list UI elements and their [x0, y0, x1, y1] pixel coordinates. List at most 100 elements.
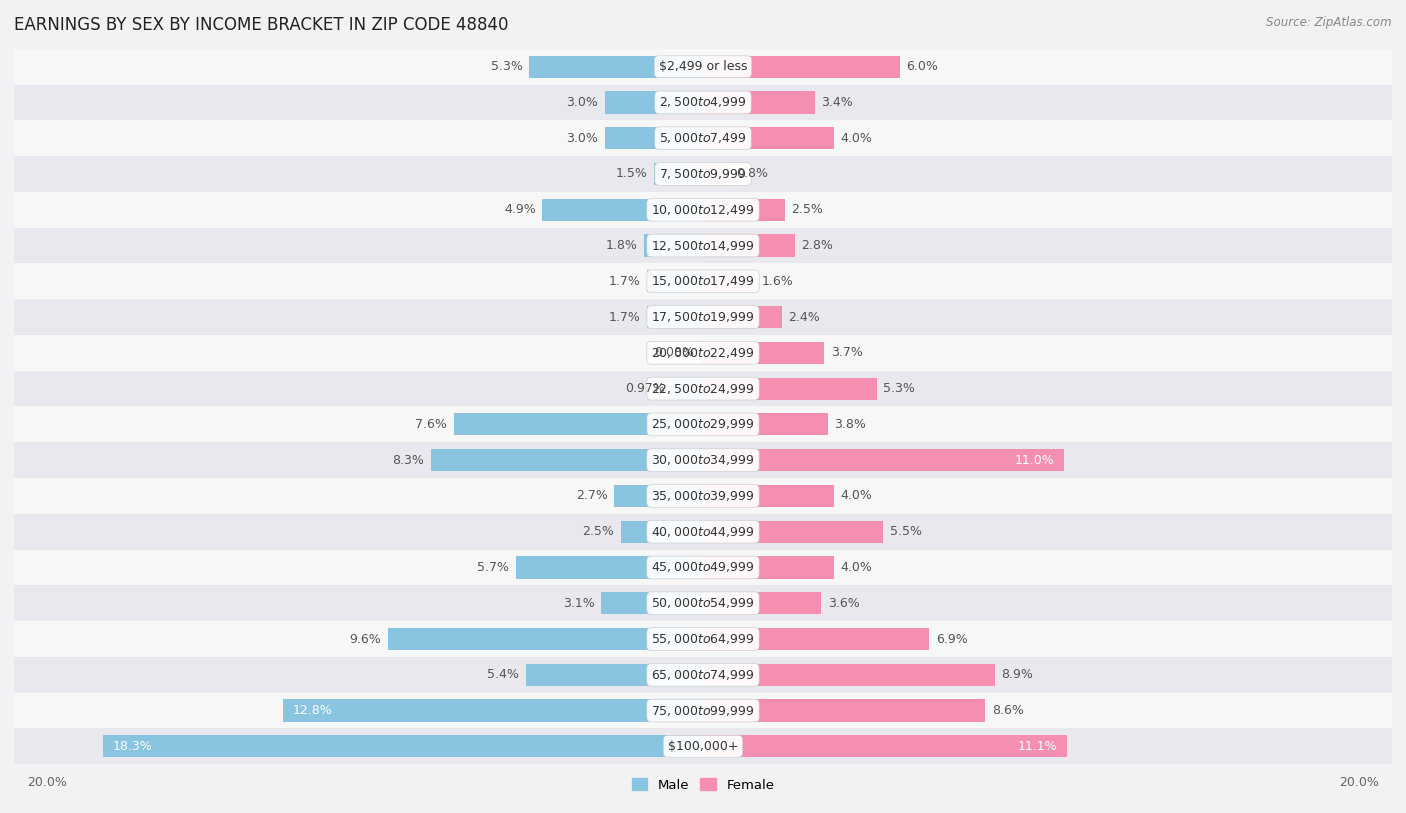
Text: 1.8%: 1.8%: [606, 239, 637, 252]
Text: $25,000 to $29,999: $25,000 to $29,999: [651, 417, 755, 432]
Bar: [703, 127, 834, 150]
Bar: [703, 91, 814, 114]
Text: 8.9%: 8.9%: [1001, 668, 1033, 681]
Text: 1.7%: 1.7%: [609, 275, 641, 288]
Text: 5.3%: 5.3%: [883, 382, 915, 395]
Text: $65,000 to $74,999: $65,000 to $74,999: [651, 667, 755, 682]
Bar: [526, 663, 703, 686]
Text: 3.0%: 3.0%: [567, 132, 598, 145]
Bar: [529, 55, 703, 78]
Bar: [0, 156, 1406, 192]
Bar: [644, 234, 703, 257]
Bar: [0, 514, 1406, 550]
Text: $50,000 to $54,999: $50,000 to $54,999: [651, 596, 755, 611]
Text: EARNINGS BY SEX BY INCOME BRACKET IN ZIP CODE 48840: EARNINGS BY SEX BY INCOME BRACKET IN ZIP…: [14, 16, 509, 34]
Bar: [0, 585, 1406, 621]
Bar: [0, 263, 1406, 299]
Bar: [0, 85, 1406, 120]
Text: 8.6%: 8.6%: [991, 704, 1024, 717]
Bar: [602, 592, 703, 615]
Text: 4.0%: 4.0%: [841, 132, 873, 145]
Bar: [703, 198, 785, 221]
Bar: [430, 449, 703, 472]
Bar: [654, 163, 703, 185]
Text: 7.6%: 7.6%: [415, 418, 447, 431]
Bar: [703, 377, 877, 400]
Text: $12,500 to $14,999: $12,500 to $14,999: [651, 238, 755, 253]
Bar: [543, 198, 703, 221]
Bar: [703, 55, 900, 78]
Bar: [0, 478, 1406, 514]
Bar: [614, 485, 703, 507]
Text: $17,500 to $19,999: $17,500 to $19,999: [651, 310, 755, 324]
Text: 3.4%: 3.4%: [821, 96, 853, 109]
Text: 1.7%: 1.7%: [609, 311, 641, 324]
Text: 3.7%: 3.7%: [831, 346, 863, 359]
Text: 1.6%: 1.6%: [762, 275, 794, 288]
Bar: [0, 371, 1406, 406]
Bar: [0, 406, 1406, 442]
Bar: [703, 699, 986, 722]
Text: 8.3%: 8.3%: [392, 454, 425, 467]
Text: 5.7%: 5.7%: [478, 561, 509, 574]
Text: $55,000 to $64,999: $55,000 to $64,999: [651, 632, 755, 646]
Bar: [454, 413, 703, 436]
Text: 4.9%: 4.9%: [503, 203, 536, 216]
Bar: [621, 520, 703, 543]
Bar: [0, 621, 1406, 657]
Text: 3.1%: 3.1%: [562, 597, 595, 610]
Text: 2.7%: 2.7%: [576, 489, 607, 502]
Text: 3.6%: 3.6%: [828, 597, 859, 610]
Bar: [671, 377, 703, 400]
Text: $5,000 to $7,499: $5,000 to $7,499: [659, 131, 747, 146]
Text: $35,000 to $39,999: $35,000 to $39,999: [651, 489, 755, 503]
Bar: [283, 699, 703, 722]
Text: $2,500 to $4,999: $2,500 to $4,999: [659, 95, 747, 110]
Bar: [605, 127, 703, 150]
Bar: [0, 335, 1406, 371]
Bar: [703, 663, 995, 686]
Text: $10,000 to $12,499: $10,000 to $12,499: [651, 202, 755, 217]
Bar: [703, 556, 834, 579]
Bar: [0, 228, 1406, 263]
Text: 18.3%: 18.3%: [112, 740, 152, 753]
Text: 1.5%: 1.5%: [616, 167, 647, 180]
Bar: [703, 449, 1064, 472]
Bar: [703, 592, 821, 615]
Text: 2.4%: 2.4%: [789, 311, 820, 324]
Bar: [703, 270, 755, 293]
Text: 3.0%: 3.0%: [567, 96, 598, 109]
Text: $2,499 or less: $2,499 or less: [659, 60, 747, 73]
Text: $75,000 to $99,999: $75,000 to $99,999: [651, 703, 755, 718]
Bar: [516, 556, 703, 579]
Text: 2.5%: 2.5%: [582, 525, 614, 538]
Bar: [0, 442, 1406, 478]
Bar: [703, 341, 824, 364]
Text: $7,500 to $9,999: $7,500 to $9,999: [659, 167, 747, 181]
Bar: [605, 91, 703, 114]
Bar: [0, 192, 1406, 228]
Text: 5.5%: 5.5%: [890, 525, 922, 538]
Bar: [0, 299, 1406, 335]
Bar: [0, 728, 1406, 764]
Text: 5.3%: 5.3%: [491, 60, 523, 73]
Text: $20,000 to $22,499: $20,000 to $22,499: [651, 346, 755, 360]
Text: 11.0%: 11.0%: [1014, 454, 1054, 467]
Text: 4.0%: 4.0%: [841, 561, 873, 574]
Text: $100,000+: $100,000+: [668, 740, 738, 753]
Text: 12.8%: 12.8%: [292, 704, 333, 717]
Text: 0.97%: 0.97%: [624, 382, 665, 395]
Bar: [703, 306, 782, 328]
Bar: [703, 163, 730, 185]
Bar: [0, 120, 1406, 156]
Text: 5.4%: 5.4%: [488, 668, 519, 681]
Bar: [700, 341, 703, 364]
Bar: [388, 628, 703, 650]
Text: 2.5%: 2.5%: [792, 203, 824, 216]
Bar: [703, 485, 834, 507]
Bar: [703, 735, 1067, 758]
Bar: [0, 657, 1406, 693]
Text: 4.0%: 4.0%: [841, 489, 873, 502]
Bar: [703, 628, 929, 650]
Bar: [0, 550, 1406, 585]
